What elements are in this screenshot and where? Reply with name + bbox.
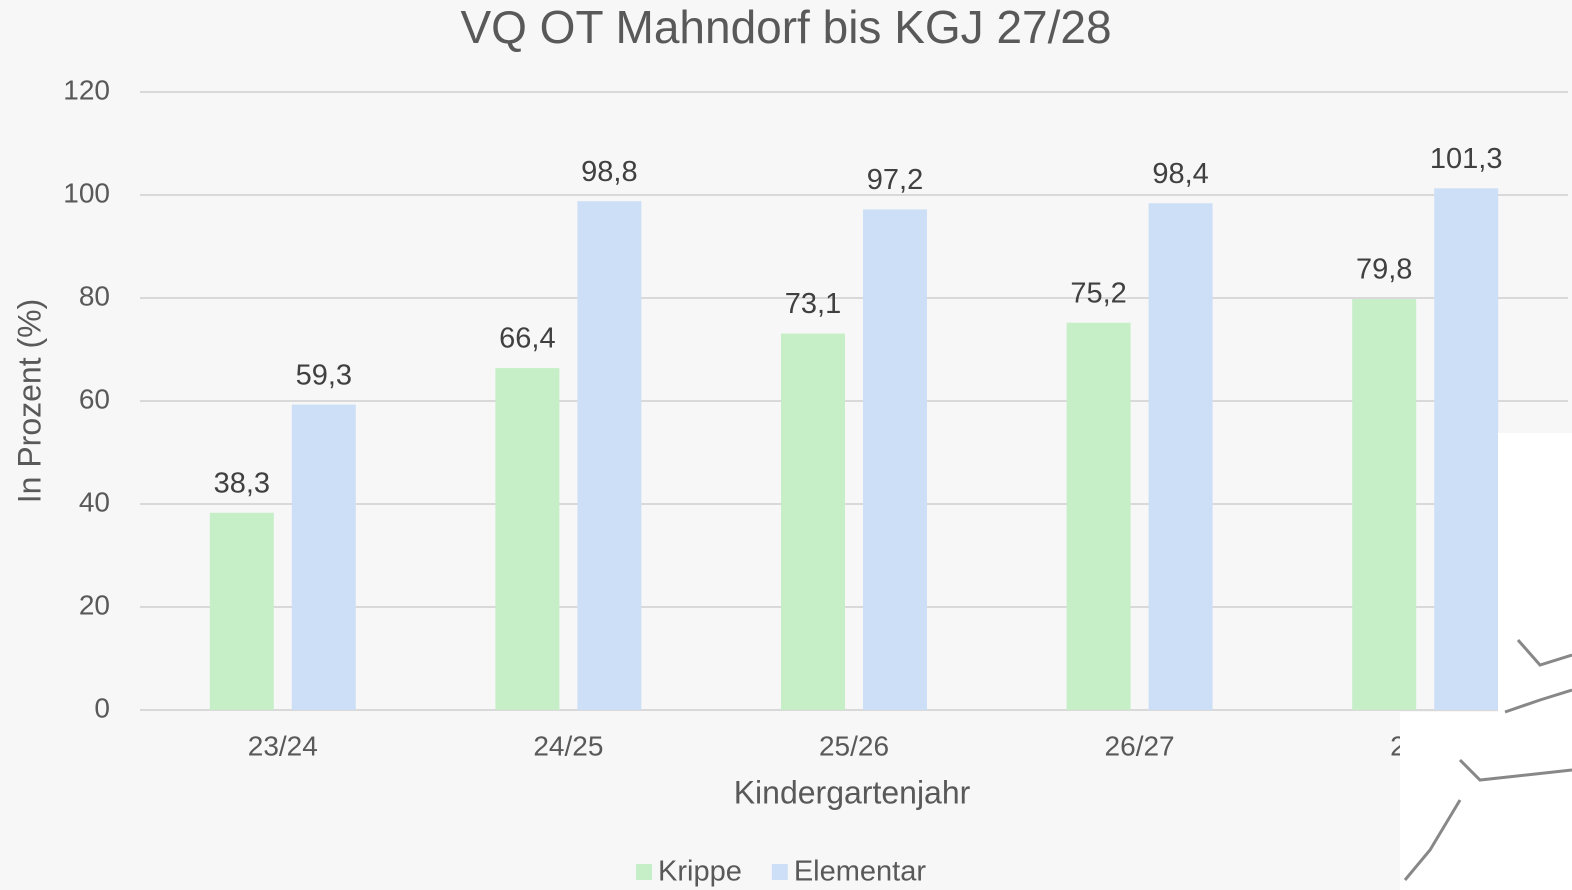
bar: [1067, 323, 1131, 710]
bar: [495, 368, 559, 710]
y-tick-label: 20: [79, 589, 110, 620]
bar: [210, 513, 274, 710]
data-label: 97,2: [867, 164, 923, 196]
legend-swatch: [636, 864, 652, 880]
bar: [1149, 203, 1213, 710]
bar: [863, 209, 927, 710]
chart-title: VQ OT Mahndorf bis KGJ 27/28: [460, 1, 1111, 53]
y-tick-label: 40: [79, 486, 110, 517]
data-label: 75,2: [1070, 277, 1126, 309]
y-tick-label: 100: [63, 177, 110, 208]
x-tick-label: 25/26: [819, 730, 889, 761]
x-tick-label: 23/24: [248, 730, 318, 761]
bar: [577, 201, 641, 710]
y-tick-label: 120: [63, 74, 110, 105]
legend-label: Krippe: [658, 856, 742, 888]
chart: VQ OT Mahndorf bis KGJ 27/28 Kindergarte…: [0, 0, 1572, 890]
data-label: 59,3: [296, 359, 352, 391]
y-tick-label: 80: [79, 280, 110, 311]
y-tick-label: 0: [94, 692, 110, 723]
data-label: 98,4: [1152, 158, 1208, 190]
data-label: 38,3: [214, 467, 270, 499]
data-label: 66,4: [499, 323, 555, 355]
bar: [1434, 188, 1498, 710]
bar: [292, 405, 356, 710]
data-label: 98,8: [581, 156, 637, 188]
x-tick-label: 24/25: [533, 730, 603, 761]
y-axis-title: In Prozent (%): [11, 299, 47, 504]
legend-label: Elementar: [794, 856, 927, 888]
data-label: 101,3: [1430, 143, 1503, 175]
x-tick-label: 26/27: [1105, 730, 1175, 761]
bar: [1352, 299, 1416, 710]
bar: [781, 334, 845, 710]
data-label: 73,1: [785, 288, 841, 320]
y-tick-label: 60: [79, 383, 110, 414]
x-axis-title: Kindergartenjahr: [734, 774, 971, 810]
data-label: 79,8: [1356, 254, 1412, 286]
legend-swatch: [772, 864, 788, 880]
